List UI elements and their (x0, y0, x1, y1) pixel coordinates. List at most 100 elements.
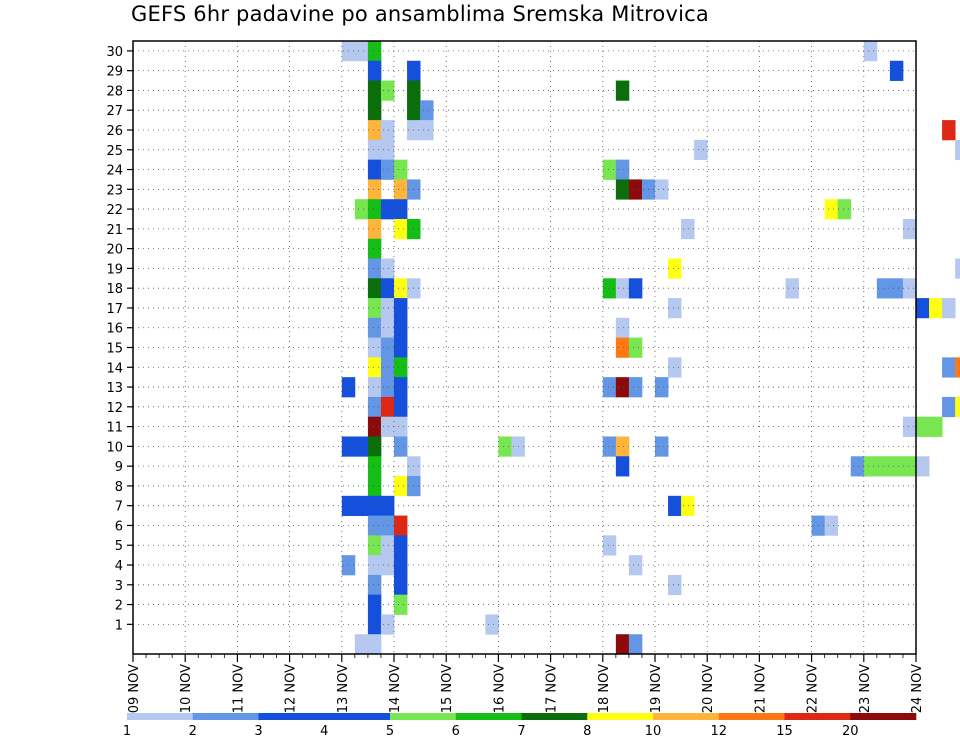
legend-label: 10 (645, 724, 662, 739)
heatmap-cell (628, 634, 643, 655)
heatmap-cell (628, 337, 643, 358)
heatmap-cell (394, 317, 408, 339)
heatmap-cell (942, 298, 956, 319)
heatmap-cell (655, 377, 669, 398)
heatmap-cell (394, 594, 408, 615)
y-tick-label: 12 (106, 401, 123, 416)
y-tick-label: 15 (106, 342, 123, 357)
legend-label: 15 (776, 724, 793, 739)
heatmap-cell (367, 258, 382, 279)
legend-swatch (784, 713, 851, 720)
heatmap-cell (367, 159, 382, 180)
heatmap-cell (380, 258, 395, 279)
heatmap-cell (380, 377, 395, 398)
heatmap-cell (380, 80, 395, 101)
heatmap-cell (615, 436, 630, 457)
heatmap-cell (354, 436, 369, 457)
heatmap-cell (681, 495, 695, 516)
heatmap-cell (955, 139, 960, 161)
heatmap-cell (394, 574, 408, 596)
heatmap-cell (380, 199, 395, 220)
heatmap-cell (380, 278, 395, 299)
legend-label: 1 (123, 724, 131, 739)
heatmap-cell (694, 139, 708, 161)
heatmap-cell (615, 278, 630, 299)
heatmap-cell (602, 535, 617, 556)
heatmap-cell (367, 614, 382, 635)
y-tick-label: 17 (106, 302, 123, 317)
y-tick-label: 2 (115, 599, 123, 614)
x-tick-label: 11 NOV (231, 664, 246, 713)
heatmap-cell (367, 515, 382, 536)
heatmap-cell (916, 456, 930, 477)
heatmap-cell (394, 416, 408, 437)
heatmap-cell (380, 555, 395, 576)
heatmap-cell (380, 120, 395, 141)
heatmap-cell (380, 416, 395, 437)
heatmap-cell (863, 456, 878, 477)
heatmap-cell (367, 476, 382, 497)
heatmap-cell (615, 159, 630, 180)
legend-label: 20 (842, 724, 859, 739)
heatmap-cell (380, 139, 395, 161)
y-tick-label: 20 (106, 243, 123, 258)
y-tick-label: 30 (106, 45, 123, 60)
heatmap-cell (420, 100, 434, 121)
heatmap-cell (785, 278, 799, 299)
heatmap-cell (367, 139, 382, 161)
heatmap-cell (615, 456, 630, 477)
heatmap-cell (602, 159, 617, 180)
x-tick-label: 17 NOV (545, 664, 560, 713)
legend-swatch (324, 713, 391, 720)
heatmap-cell (889, 278, 904, 299)
x-tick-label: 12 NOV (284, 664, 299, 713)
heatmap-cell (394, 337, 408, 358)
x-tick-label: 23 NOV (858, 664, 873, 713)
heatmap-cell (394, 555, 408, 576)
legend-swatch (258, 713, 325, 720)
heatmap-cell (367, 495, 382, 516)
x-tick-label: 21 NOV (753, 664, 768, 713)
heatmap-cell (394, 357, 408, 378)
heatmap-cell (889, 60, 904, 81)
y-tick-label: 16 (106, 322, 123, 337)
heatmap-cell (380, 317, 395, 339)
heatmap-cell (394, 179, 408, 200)
heatmap-cell (628, 278, 643, 299)
heatmap-cell (367, 456, 382, 477)
heatmap-cell (615, 179, 630, 200)
heatmap-cell (380, 337, 395, 358)
y-tick-label: 21 (106, 223, 123, 238)
heatmap-cell (655, 436, 669, 457)
y-tick-label: 24 (106, 164, 123, 179)
y-tick-label: 1 (115, 618, 123, 633)
heatmap-cell (354, 495, 369, 516)
heatmap-cell (837, 199, 852, 220)
heatmap-cell (394, 298, 408, 319)
y-tick-label: 23 (106, 183, 123, 198)
heatmap-cell (367, 120, 382, 141)
x-tick-label: 24 NOV (910, 664, 925, 713)
heatmap-cell (367, 179, 382, 200)
heatmap-cell (916, 298, 930, 319)
heatmap-cell (615, 317, 630, 339)
heatmap-cell (367, 337, 382, 358)
heatmap-cell (889, 456, 904, 477)
heatmap-cell (615, 80, 630, 101)
heatmap-cell (380, 396, 395, 418)
heatmap-cell (394, 476, 408, 497)
heatmap-cell (354, 634, 369, 655)
heatmap-cell (863, 41, 878, 62)
legend-label: 5 (386, 724, 394, 739)
heatmap-cell (394, 278, 408, 299)
y-tick-label: 22 (106, 203, 123, 218)
legend-swatch (192, 713, 259, 720)
x-axis-ticks: 09 NOV 10 NOV 11 NOV 12 NOV 13 NOV 14 NOV 15 N… (127, 654, 925, 713)
heatmap-cell (367, 396, 382, 418)
x-tick-label: 16 NOV (492, 664, 507, 713)
heatmap-cell (942, 396, 956, 418)
heatmap-cell (367, 535, 382, 556)
x-tick-label: 14 NOV (388, 664, 403, 713)
legend-swatch (653, 713, 720, 720)
legend-label: 8 (583, 724, 591, 739)
